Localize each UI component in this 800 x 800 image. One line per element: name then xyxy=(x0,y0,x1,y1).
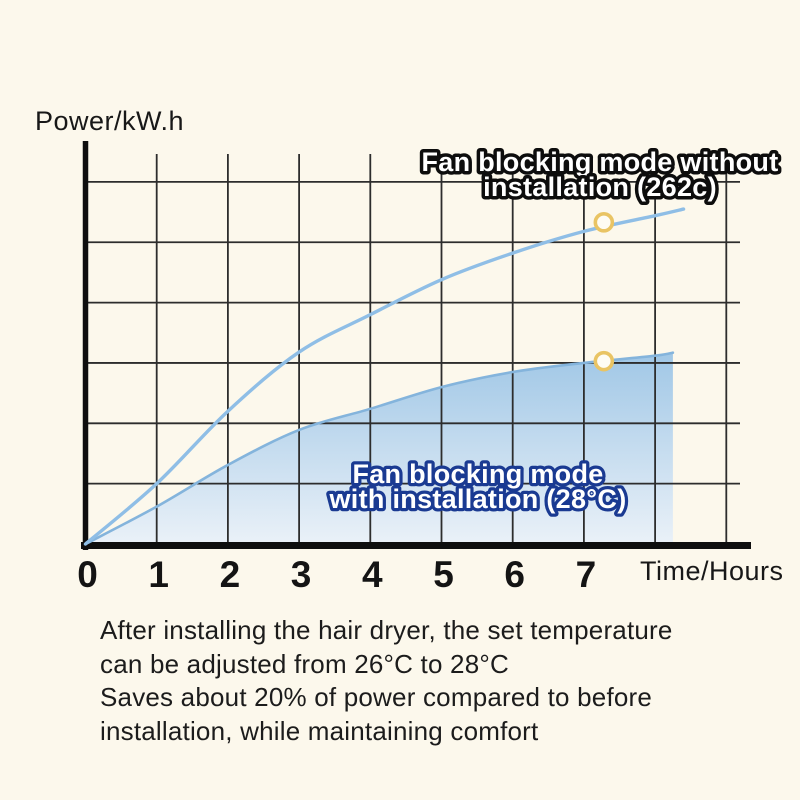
series-label-with-line1: Fan blocking mode xyxy=(352,459,603,489)
x-tick-label: 7 xyxy=(576,554,597,595)
without-marker xyxy=(593,212,615,233)
series-label-without-line1: Fan blocking mode without xyxy=(422,147,779,177)
x-tick-label: 5 xyxy=(433,554,454,595)
x-tick-label: 4 xyxy=(362,554,383,595)
axes xyxy=(81,141,751,550)
caption-line: installation, while maintaining comfort xyxy=(100,715,539,746)
caption-line: After installing the hair dryer, the set… xyxy=(100,615,673,645)
series-label-with-line2: with installation (28°C) xyxy=(328,484,626,514)
x-tick-label: 1 xyxy=(148,554,169,595)
x-tick-label: 2 xyxy=(220,554,241,595)
with-installation-area xyxy=(85,352,673,544)
x-tick-label: 6 xyxy=(504,554,525,595)
data-point-markers xyxy=(593,212,615,372)
x-tick-label: 0 xyxy=(77,554,98,595)
x-axis-label: Time/Hours xyxy=(640,556,784,586)
series-label-without-line2: installation (262c) xyxy=(483,172,717,202)
caption-text: After installing the hair dryer, the set… xyxy=(100,614,760,748)
x-tick-label: 3 xyxy=(291,554,312,595)
caption-line: can be adjusted from 26°C to 28°C xyxy=(100,648,509,679)
grid-lines xyxy=(85,154,740,547)
x-tick-labels: 0 1 2 3 4 5 6 7 xyxy=(77,554,596,595)
caption-line: Saves about 20% of power compared to bef… xyxy=(100,682,653,712)
y-axis-label: Power/kW.h xyxy=(35,106,184,136)
area-series xyxy=(85,352,673,544)
with-marker xyxy=(593,350,615,372)
